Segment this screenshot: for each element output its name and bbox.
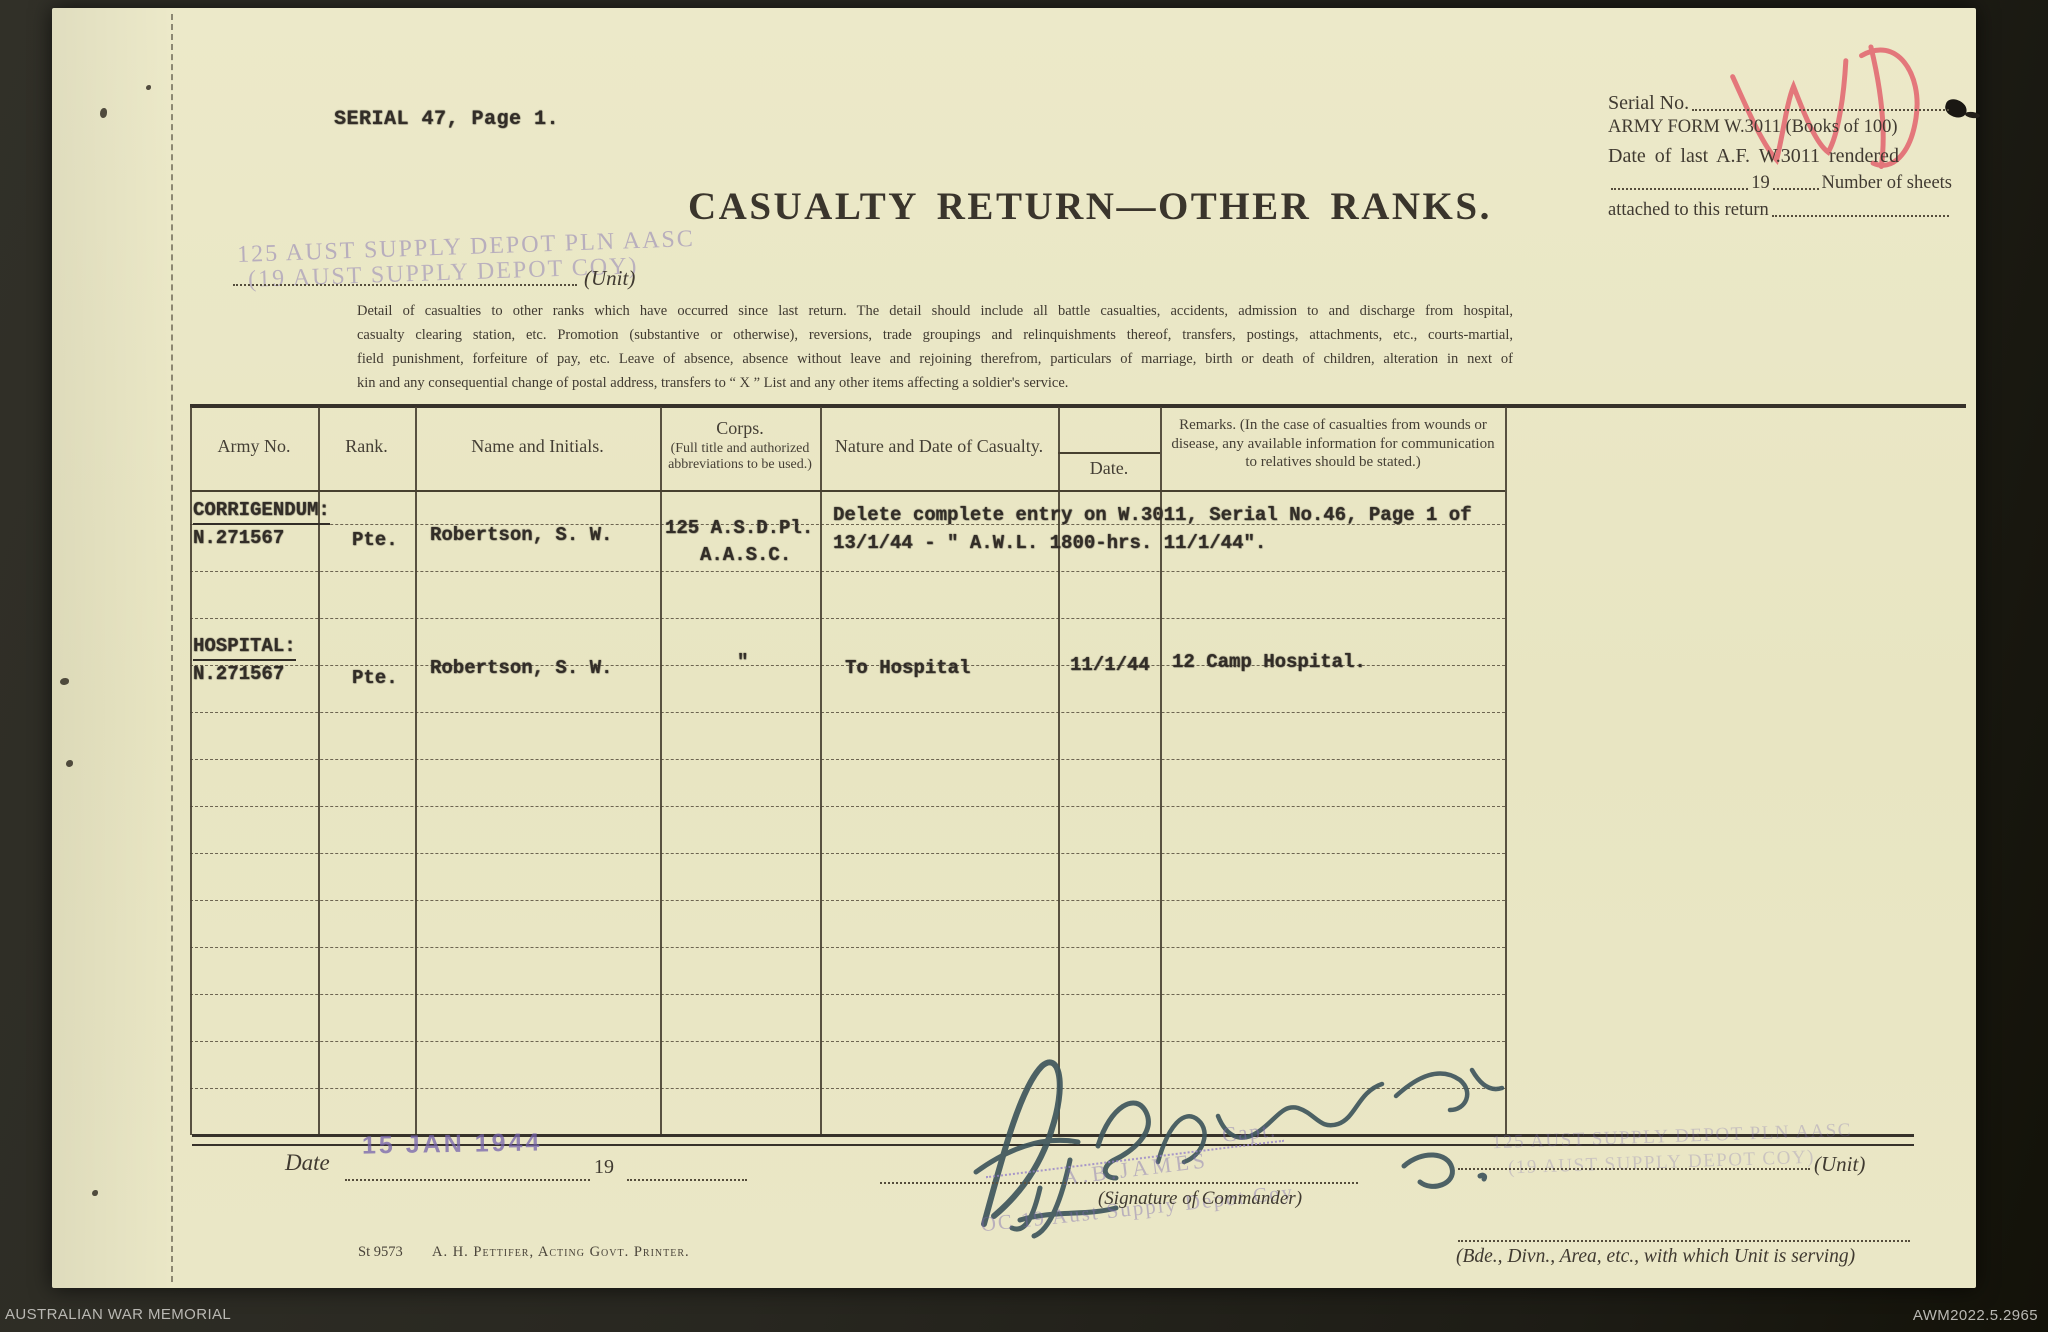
header-corps-sub: (Full title and authorized abbreviations… bbox=[668, 441, 812, 472]
entry1-corps-line1: 125 A.S.D.Pl. bbox=[665, 517, 814, 539]
header-army-no: Army No. bbox=[217, 436, 291, 456]
paper-speck bbox=[100, 108, 107, 118]
table-border-left bbox=[190, 407, 192, 1135]
header-rank: Rank. bbox=[345, 436, 388, 456]
row-rule bbox=[190, 806, 1505, 807]
paper-speck bbox=[66, 760, 73, 767]
printer-imprint: St 9573 A. H. Pettifer, Acting Govt. Pri… bbox=[358, 1244, 690, 1261]
entry2-section-label: HOSPITAL: bbox=[193, 634, 296, 661]
row-rule bbox=[190, 853, 1505, 854]
year-prefix: 19 bbox=[1751, 173, 1770, 193]
serial-no-write-line bbox=[1692, 107, 1949, 111]
column-line bbox=[820, 407, 822, 1135]
instructions-line: Detail of casualties to other ranks whic… bbox=[357, 303, 1513, 319]
number-of-sheets-label: Number of sheets bbox=[1821, 173, 1953, 193]
entry1-army-no: N.271567 bbox=[193, 527, 285, 549]
column-line bbox=[415, 407, 417, 1135]
perforation-line bbox=[171, 14, 173, 1282]
signature-of-commander-label: (Signature of Commander) bbox=[1097, 1188, 1303, 1209]
header-date: Date. bbox=[1089, 458, 1129, 478]
row-rule bbox=[190, 712, 1505, 713]
date-received-stamp: 15 JAN 1944 bbox=[361, 1128, 543, 1160]
commander-signature bbox=[973, 1059, 1505, 1239]
row-rule bbox=[190, 524, 1505, 525]
instructions-paragraph: Detail of casualties to other ranks whic… bbox=[357, 299, 1513, 395]
column-line bbox=[1058, 407, 1060, 1135]
archive-credit: AUSTRALIAN WAR MEMORIAL bbox=[5, 1306, 232, 1323]
year-write-line bbox=[627, 1177, 747, 1181]
unit-write-line-bottom bbox=[1458, 1166, 1810, 1170]
row-rule bbox=[190, 947, 1505, 948]
entry2-army-no: N.271567 bbox=[193, 663, 285, 685]
row-rule bbox=[190, 618, 1505, 619]
casualty-table: Army No. Rank. Name and Initials. Corps.… bbox=[190, 404, 1970, 1149]
row-rule bbox=[190, 994, 1505, 995]
paper-speck bbox=[92, 1190, 98, 1196]
unit-label: (Unit) bbox=[584, 266, 636, 290]
column-line bbox=[1160, 407, 1162, 1135]
entry2-nature: To Hospital bbox=[845, 657, 971, 679]
header-corps-title: Corps. bbox=[716, 418, 764, 438]
entry1-nature-line2: 13/1/44 - " A.W.L. 1800-hrs. 11/1/44". bbox=[833, 532, 1267, 554]
attached-label: attached to this return bbox=[1608, 200, 1769, 220]
entry1-nature-line1: Delete complete entry on W.3011, Serial … bbox=[833, 504, 1472, 526]
printer-name: A. H. Pettifer, Acting Govt. Printer. bbox=[431, 1244, 690, 1260]
unit-label-bottom: (Unit) bbox=[1814, 1152, 1866, 1176]
table-bottom-rule bbox=[192, 1134, 1914, 1146]
binding-stub bbox=[52, 8, 172, 1288]
form-paper: SERIAL 47, Page 1. 125 AUST SUPPLY DEPOT… bbox=[52, 8, 1981, 1288]
instructions-line: casualty clearing station, etc. Promotio… bbox=[357, 327, 1513, 343]
printer-code: St 9573 bbox=[358, 1244, 403, 1260]
typed-serial-annotation: SERIAL 47, Page 1. bbox=[334, 108, 560, 131]
ink-blot-smear bbox=[1964, 110, 1981, 120]
entry2-date: 11/1/44 bbox=[1070, 654, 1150, 676]
header-remarks: Remarks. (In the case of casualties from… bbox=[1171, 417, 1495, 470]
entry1-rank: Pte. bbox=[352, 529, 398, 551]
table-top-rule bbox=[190, 404, 1966, 408]
bde-write-line bbox=[1458, 1238, 1910, 1242]
form-id-block: Serial No. ARMY FORM W.3011 (Books of 10… bbox=[1608, 92, 1952, 221]
date-write-line bbox=[345, 1177, 590, 1181]
column-line bbox=[318, 407, 320, 1135]
date-label: Date bbox=[285, 1150, 330, 1175]
entry2-remarks: 12 Camp Hospital. bbox=[1172, 651, 1366, 673]
unit-write-line bbox=[233, 282, 577, 286]
row-rule bbox=[190, 759, 1505, 760]
row-rule bbox=[190, 1088, 1505, 1089]
entry2-corps-ditto: " bbox=[737, 651, 749, 673]
entry2-name: Robertson, S. W. bbox=[430, 657, 613, 679]
row-rule bbox=[190, 900, 1505, 901]
instructions-line: field punishment, forfeiture of pay, etc… bbox=[357, 351, 1513, 367]
instructions-line: kin and any consequential change of post… bbox=[357, 375, 1069, 391]
entry1-corps-line2: A.A.S.C. bbox=[700, 544, 792, 566]
archive-id: AWM2022.5.2965 bbox=[1912, 1307, 2038, 1324]
entry1-section-label: CORRIGENDUM: bbox=[193, 498, 330, 525]
header-name: Name and Initials. bbox=[471, 436, 604, 456]
signature-write-line bbox=[880, 1180, 1358, 1184]
row-rule bbox=[190, 665, 1505, 666]
row-rule bbox=[190, 1041, 1505, 1042]
attached-write-line bbox=[1771, 213, 1949, 217]
entry2-rank: Pte. bbox=[352, 667, 398, 689]
serial-no-label: Serial No. bbox=[1608, 92, 1690, 114]
entry1-name: Robertson, S. W. bbox=[430, 524, 613, 546]
column-line bbox=[660, 407, 662, 1135]
paper-speck bbox=[146, 85, 151, 90]
table-header-separator bbox=[190, 490, 1505, 492]
date-write-line bbox=[1611, 186, 1749, 190]
header-nature: Nature and Date of Casualty. bbox=[834, 436, 1044, 456]
date-subheader-rule bbox=[1058, 452, 1160, 454]
footer-year-prefix: 19 bbox=[594, 1156, 614, 1178]
form-title: CASUALTY RETURN—OTHER RANKS. bbox=[688, 185, 1492, 228]
wd-red-annotation bbox=[1730, 44, 1920, 170]
table-border-right bbox=[1505, 407, 1507, 1135]
row-rule bbox=[190, 571, 1505, 572]
date-of-last-label: Date of last A.F. W.3011 rendered bbox=[1608, 145, 1899, 167]
form-name: ARMY FORM W.3011 (Books of 100) bbox=[1608, 117, 1898, 137]
paper-speck bbox=[60, 678, 69, 685]
bde-label: (Bde., Divn., Area, etc., with which Uni… bbox=[1456, 1246, 1856, 1267]
sheets-write-line bbox=[1772, 186, 1819, 190]
